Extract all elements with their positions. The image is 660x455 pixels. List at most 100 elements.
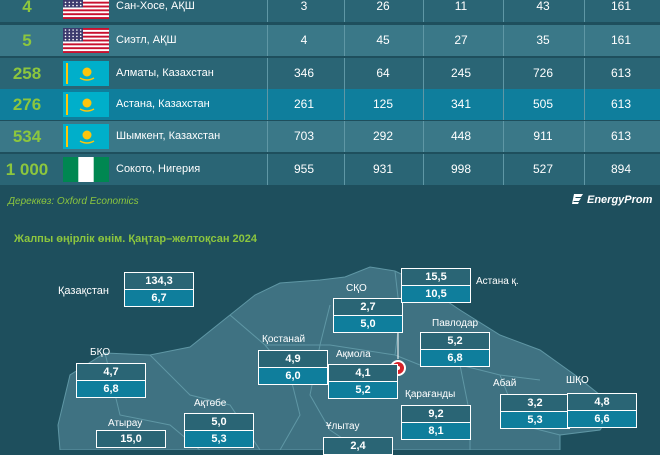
column-divider (267, 58, 268, 89)
city-name: Астана, Казахстан (116, 98, 210, 110)
kz-flag-icon (63, 92, 109, 117)
rank-cell: 613 (610, 97, 632, 111)
region-value-box-aktobe: 5,0 5,3 (184, 413, 254, 448)
column-divider (503, 154, 504, 185)
table-row: 5 Сиэтл, АҚШ 4 45 27 35 161 (0, 25, 660, 56)
table-row: 258 Алматы, Казахстан 346 64 245 726 613 (0, 58, 660, 89)
region-label-kostanay: Қостанай (262, 334, 306, 345)
kz-flag-icon (63, 61, 109, 86)
rank-cell: 955 (293, 162, 315, 176)
value-top: 3,2 (500, 394, 570, 412)
rank-cell: 894 (610, 162, 632, 176)
column-divider (267, 154, 268, 185)
rank-cell: 4 (300, 33, 308, 47)
column-divider (423, 0, 424, 22)
rank-cell: 161 (610, 33, 632, 47)
column-divider (503, 58, 504, 89)
table-row: 1 000 Сокото, Нигерия 955 931 998 527 894 (0, 154, 660, 185)
table-row: 534 Шымкент, Казахстан 703 292 448 911 613 (0, 121, 660, 152)
us-flag-icon (63, 28, 109, 53)
region-value-box-bko: 4,7 6,8 (76, 363, 146, 398)
rank-cell: 161 (610, 0, 632, 13)
rank-cell: 998 (450, 162, 472, 176)
region-value-box-sko: 2,7 5,0 (333, 298, 403, 333)
region-value-box-pavlodar: 5,2 6,8 (420, 332, 490, 367)
rank-value: 4 (22, 0, 32, 16)
rank-cell: 341 (450, 97, 472, 111)
column-divider (423, 25, 424, 56)
region-label-ulytau: Ұлытау (326, 421, 360, 432)
region-value-box-kostanay: 4,9 6,0 (258, 350, 328, 385)
rank-value: 534 (12, 127, 42, 146)
energyprom-logo: EnergyProm (572, 193, 652, 206)
kz-flag-icon (63, 124, 109, 149)
column-divider (267, 0, 268, 22)
value-top: 9,2 (401, 405, 471, 423)
value-top: 15,5 (401, 268, 471, 286)
region-label-shko: ШҚО (566, 375, 589, 386)
value-bottom: 6,8 (76, 381, 146, 398)
city-name: Алматы, Казахстан (116, 67, 214, 79)
column-divider (344, 154, 345, 185)
region-label-sko: СҚО (346, 283, 367, 294)
country-flag (63, 28, 109, 53)
value-bottom: 6,0 (258, 368, 328, 385)
rank-value: 276 (12, 95, 42, 114)
rank-cell: 448 (450, 129, 472, 143)
region-value-box-atyrau: 15,0 (96, 430, 166, 448)
value-bottom: 5,3 (500, 412, 570, 429)
rank-cell: 35 (536, 33, 550, 47)
column-divider (584, 0, 585, 22)
rank-value: 258 (12, 64, 42, 83)
column-divider (423, 154, 424, 185)
value-top: 5,0 (184, 413, 254, 431)
rank-cell: 125 (372, 97, 394, 111)
region-label-abai: Абай (493, 378, 517, 389)
rank-cell: 613 (610, 66, 632, 80)
value-top: 15,0 (96, 430, 166, 448)
value-bottom: 5,0 (333, 316, 403, 333)
value-top: 4,9 (258, 350, 328, 368)
value-bottom: 5,2 (328, 382, 398, 399)
region-label-karaganda: Қарағанды (405, 389, 456, 400)
energyprom-logo-icon (572, 194, 583, 204)
value-top: 2,4 (323, 437, 393, 455)
us-flag-icon (63, 0, 109, 19)
value-top: 4,8 (567, 393, 637, 411)
source-note: Дереккөз: Oxford Economics (8, 196, 139, 207)
value-top: 2,7 (333, 298, 403, 316)
rank-cell: 613 (610, 129, 632, 143)
rank-cell: 261 (293, 97, 315, 111)
rank-cell: 911 (533, 129, 553, 143)
country-flag (63, 61, 109, 86)
value-bottom: 10,5 (401, 286, 471, 303)
country-flag (63, 0, 109, 19)
column-divider (584, 89, 585, 120)
column-divider (423, 58, 424, 89)
value-top: 5,2 (420, 332, 490, 350)
column-divider (344, 25, 345, 56)
country-flag (63, 157, 109, 182)
rank-cell: 245 (450, 66, 472, 80)
rank-cell: 505 (532, 97, 554, 111)
city-name: Шымкент, Казахстан (116, 130, 221, 142)
section-title: Жалпы өңірлік өнім. Қаңтар–желтоқсан 202… (14, 233, 257, 245)
column-divider (423, 89, 424, 120)
rank-cell: 3 (300, 0, 308, 13)
column-divider (344, 58, 345, 89)
table-row: 4 Сан-Хосе, АҚШ 3 26 11 43 161 (0, 0, 660, 22)
value-top: 4,7 (76, 363, 146, 381)
value-bottom: 8,1 (401, 423, 471, 440)
column-divider (503, 0, 504, 22)
column-divider (584, 25, 585, 56)
rank-cell: 346 (293, 66, 315, 80)
region-value-box-shko: 4,8 6,6 (567, 393, 637, 428)
region-value-box-ulytau: 2,4 (323, 437, 393, 455)
logo-text: EnergyProm (587, 194, 653, 206)
column-divider (344, 89, 345, 120)
column-divider (584, 154, 585, 185)
rank-cell: 26 (376, 0, 390, 13)
city-name: Сан-Хосе, АҚШ (116, 0, 195, 12)
column-divider (503, 25, 504, 56)
city-name: Сиэтл, АҚШ (116, 34, 177, 46)
